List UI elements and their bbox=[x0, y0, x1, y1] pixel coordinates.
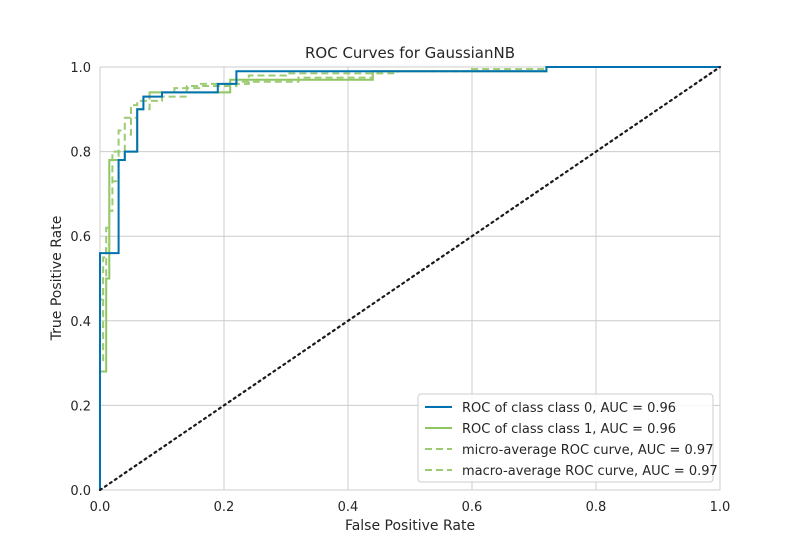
y-axis-ticks: 0.0 0.2 0.4 0.6 0.8 1.0 bbox=[70, 61, 91, 499]
x-axis-label: False Positive Rate bbox=[345, 518, 475, 534]
series-line-0 bbox=[99, 66, 720, 490]
x-tick-label: 1.0 bbox=[710, 500, 731, 515]
y-tick-label: 0.0 bbox=[70, 484, 91, 499]
y-axis-label: True Positive Rate bbox=[49, 216, 65, 342]
series-lines bbox=[98, 65, 722, 492]
x-tick-label: 0.2 bbox=[214, 500, 235, 515]
series-line-3 bbox=[99, 66, 720, 490]
legend-entry-1: ROC of class class 1, AUC = 0.96 bbox=[462, 422, 676, 437]
legend-entry-2: micro-average ROC curve, AUC = 0.97 bbox=[462, 443, 713, 458]
y-tick-label: 0.2 bbox=[70, 399, 91, 414]
legend: ROC of class class 0, AUC = 0.96 ROC of c… bbox=[417, 393, 718, 483]
y-tick-label: 0.6 bbox=[70, 230, 91, 245]
chance-reference-line bbox=[98, 65, 722, 492]
legend-box bbox=[417, 393, 714, 483]
x-tick-label: 0.4 bbox=[338, 500, 359, 515]
legend-entry-0: ROC of class class 0, AUC = 0.96 bbox=[462, 401, 676, 416]
y-tick-label: 0.4 bbox=[70, 315, 91, 330]
chart-title: ROC Curves for GaussianNB bbox=[305, 44, 515, 62]
x-tick-label: 0.8 bbox=[586, 500, 607, 515]
x-tick-label: 0.0 bbox=[90, 500, 111, 515]
plot-area bbox=[98, 65, 722, 492]
y-tick-label: 0.8 bbox=[70, 146, 91, 161]
grid-lines bbox=[99, 66, 721, 491]
x-axis-ticks: 0.0 0.2 0.4 0.6 0.8 1.0 bbox=[90, 500, 731, 515]
y-tick-label: 1.0 bbox=[70, 61, 91, 76]
x-tick-label: 0.6 bbox=[462, 500, 483, 515]
legend-entry-3: macro-average ROC curve, AUC = 0.97 bbox=[462, 464, 718, 479]
series-line-2 bbox=[99, 66, 720, 490]
